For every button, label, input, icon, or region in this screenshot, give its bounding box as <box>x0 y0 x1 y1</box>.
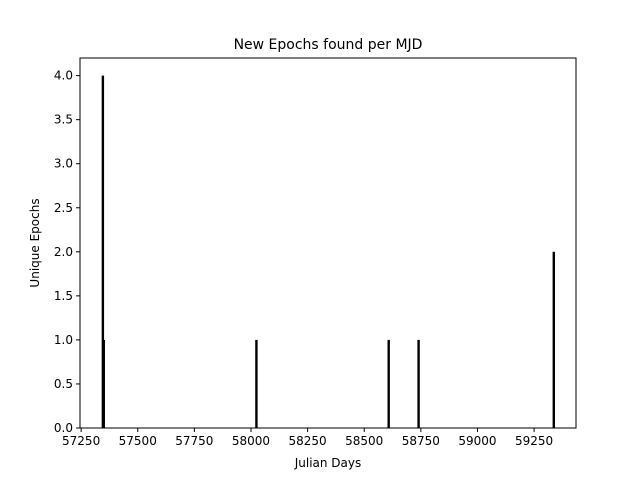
y-tick-label: 0.0 <box>54 421 73 435</box>
y-tick-label: 3.5 <box>54 113 73 127</box>
x-tick-label: 58500 <box>345 434 383 448</box>
x-tick-label: 58250 <box>289 434 327 448</box>
y-tick-label: 2.5 <box>54 201 73 215</box>
bar <box>387 339 390 428</box>
x-tick-label: 59250 <box>515 434 553 448</box>
x-tick-label: 57750 <box>175 434 213 448</box>
y-tick-label: 3.0 <box>54 157 73 171</box>
bar <box>102 339 105 428</box>
x-tick-label: 57250 <box>62 434 100 448</box>
bars <box>101 75 555 429</box>
bar <box>552 251 555 428</box>
y-axis: 0.0 0.5 1.0 1.5 2.0 2.5 3.0 3.5 4.0 <box>54 69 80 435</box>
y-tick-label: 1.5 <box>54 289 73 303</box>
x-tick-label: 58000 <box>232 434 270 448</box>
y-tick-label: 2.0 <box>54 245 73 259</box>
y-tick-label: 1.0 <box>54 333 73 347</box>
y-axis-label: Unique Epochs <box>28 198 42 287</box>
x-tick-label: 59000 <box>458 434 496 448</box>
x-tick-label: 58750 <box>402 434 440 448</box>
y-tick-label: 0.5 <box>54 377 73 391</box>
y-tick-label: 4.0 <box>54 69 73 83</box>
x-axis: 57250 57500 57750 58000 58250 58500 58750 59000… <box>62 428 553 448</box>
bar <box>101 75 105 429</box>
chart-title: New Epochs found per MJD <box>234 37 423 53</box>
bar <box>417 339 420 428</box>
x-axis-label: Julian Days <box>294 456 362 470</box>
bar <box>255 339 258 428</box>
x-tick-label: 57500 <box>119 434 157 448</box>
plot-area <box>79 57 577 429</box>
plot-frame <box>79 57 577 429</box>
